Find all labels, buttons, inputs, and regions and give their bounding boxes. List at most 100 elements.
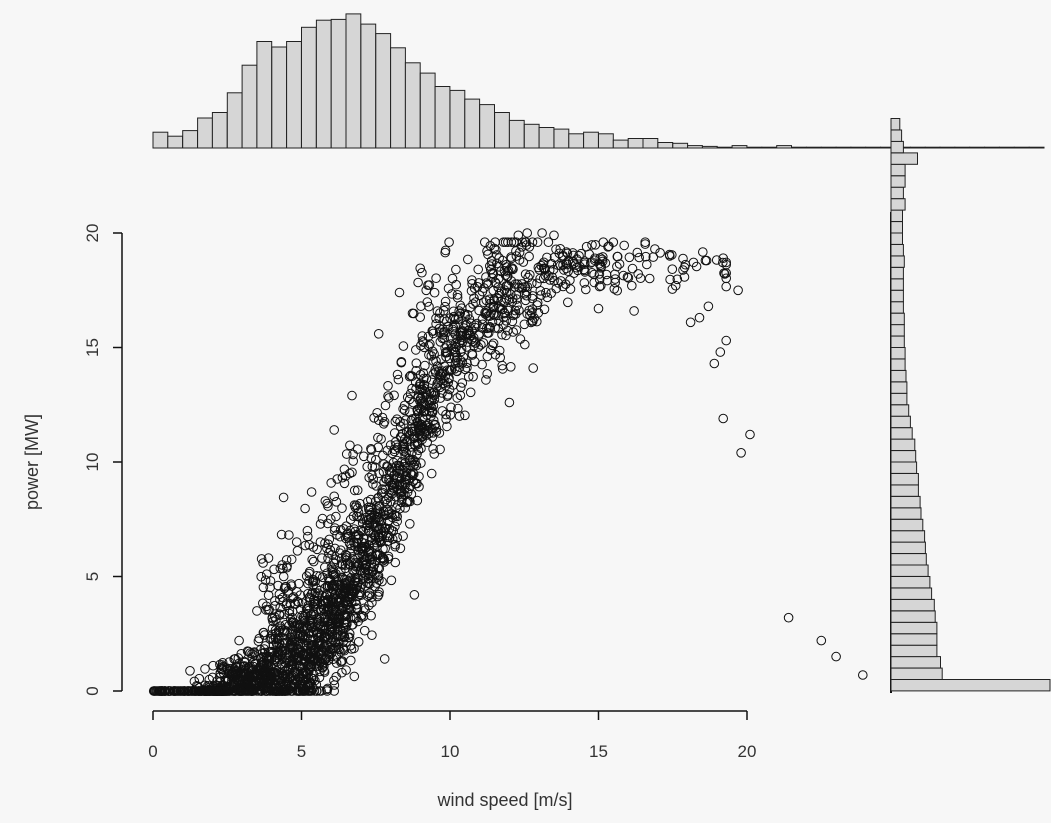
scatter-point	[319, 603, 329, 614]
wind-speed-histogram-bar	[998, 146, 1015, 149]
scatter-point	[440, 245, 451, 256]
scatter-point	[482, 369, 493, 379]
scatter-point	[700, 255, 711, 266]
scatter-point	[546, 258, 557, 269]
scatter-point	[308, 609, 319, 620]
scatter-point	[263, 666, 273, 677]
scatter-point	[341, 471, 351, 481]
scatter-point	[506, 252, 516, 262]
wind-speed-histogram-bar	[390, 47, 406, 149]
scatter-point	[439, 305, 449, 316]
scatter-point	[518, 257, 529, 267]
scatter-point	[423, 280, 433, 291]
scatter-point	[256, 554, 267, 564]
power-histogram-bar	[890, 175, 906, 188]
scatter-point	[402, 496, 413, 507]
scatter-point	[580, 265, 590, 276]
scatter-point	[383, 530, 394, 541]
scatter-point	[396, 487, 406, 498]
wind-speed-histogram-bar	[479, 104, 496, 149]
y-tick-label: 20	[83, 224, 102, 243]
scatter-point	[279, 583, 290, 594]
scatter-point	[514, 305, 524, 316]
scatter-point	[351, 561, 361, 572]
scatter-point	[420, 360, 430, 371]
scatter-point	[441, 316, 452, 327]
scatter-point	[218, 668, 229, 678]
scatter-point	[170, 686, 180, 696]
scatter-point	[383, 391, 393, 401]
scatter-point	[189, 676, 200, 687]
scatter-point	[341, 533, 351, 544]
scatter-point	[494, 262, 504, 272]
scatter-point	[323, 601, 334, 612]
scatter-point	[372, 408, 383, 418]
scatter-point	[339, 575, 350, 585]
scatter-point	[379, 654, 390, 664]
scatter-point	[344, 559, 355, 570]
scatter-point	[418, 368, 429, 378]
scatter-point	[667, 264, 678, 275]
scatter-point	[581, 284, 591, 295]
scatter-point	[329, 491, 340, 502]
scatter-point	[598, 237, 609, 247]
scatter-point	[275, 623, 286, 634]
scatter-point	[563, 297, 573, 308]
scatter-point	[418, 431, 428, 442]
scatter-point	[352, 511, 362, 522]
scatter-point	[288, 670, 299, 681]
scatter-point	[421, 389, 432, 399]
scatter-point	[745, 429, 755, 440]
scatter-point	[406, 416, 417, 426]
scatter-point	[323, 553, 333, 564]
scatter-point	[366, 513, 376, 523]
scatter-point	[576, 248, 586, 259]
scatter-point	[512, 279, 523, 289]
wind-speed-histogram-bar	[583, 131, 599, 149]
scatter-point	[371, 481, 381, 491]
scatter-point	[257, 660, 268, 670]
scatter-point	[315, 571, 325, 581]
scatter-point	[427, 346, 438, 357]
scatter-point	[401, 497, 412, 508]
scatter-point	[345, 514, 356, 525]
scatter-point	[254, 676, 265, 687]
scatter-point	[399, 400, 410, 411]
scatter-point	[383, 551, 394, 562]
scatter-points	[148, 228, 868, 696]
scatter-point	[543, 237, 554, 247]
scatter-point	[412, 495, 423, 506]
scatter-point	[281, 555, 292, 565]
scatter-point	[200, 664, 210, 674]
scatter-point	[339, 478, 350, 489]
scatter-point	[498, 237, 509, 247]
scatter-point	[343, 632, 354, 643]
scatter-point	[435, 444, 445, 455]
scatter-point	[347, 390, 357, 401]
power-histogram-bar	[890, 656, 941, 669]
scatter-point	[356, 537, 367, 547]
scatter-point	[333, 642, 344, 653]
scatter-point	[783, 612, 794, 623]
power-histogram-bar	[890, 484, 919, 497]
scatter-point	[539, 304, 550, 315]
scatter-point	[373, 442, 384, 453]
scatter-point	[399, 484, 410, 494]
scatter-point	[541, 287, 551, 298]
scatter-point	[252, 606, 262, 616]
scatter-point	[816, 635, 827, 646]
scatter-point	[508, 264, 518, 275]
scatter-point	[440, 296, 451, 307]
scatter-point	[284, 650, 294, 661]
wind-speed-histogram-bar	[256, 41, 273, 149]
scatter-point	[269, 564, 279, 575]
scatter-point	[488, 338, 499, 349]
scatter-point	[399, 405, 410, 416]
scatter-point	[525, 270, 535, 280]
scatter-point	[253, 686, 264, 696]
power-histogram-bar	[890, 381, 908, 394]
scatter-point	[362, 558, 372, 569]
wind-speed-histogram-bar	[464, 98, 481, 149]
wind-speed-histogram	[152, 13, 1045, 149]
scatter-point	[380, 543, 391, 554]
